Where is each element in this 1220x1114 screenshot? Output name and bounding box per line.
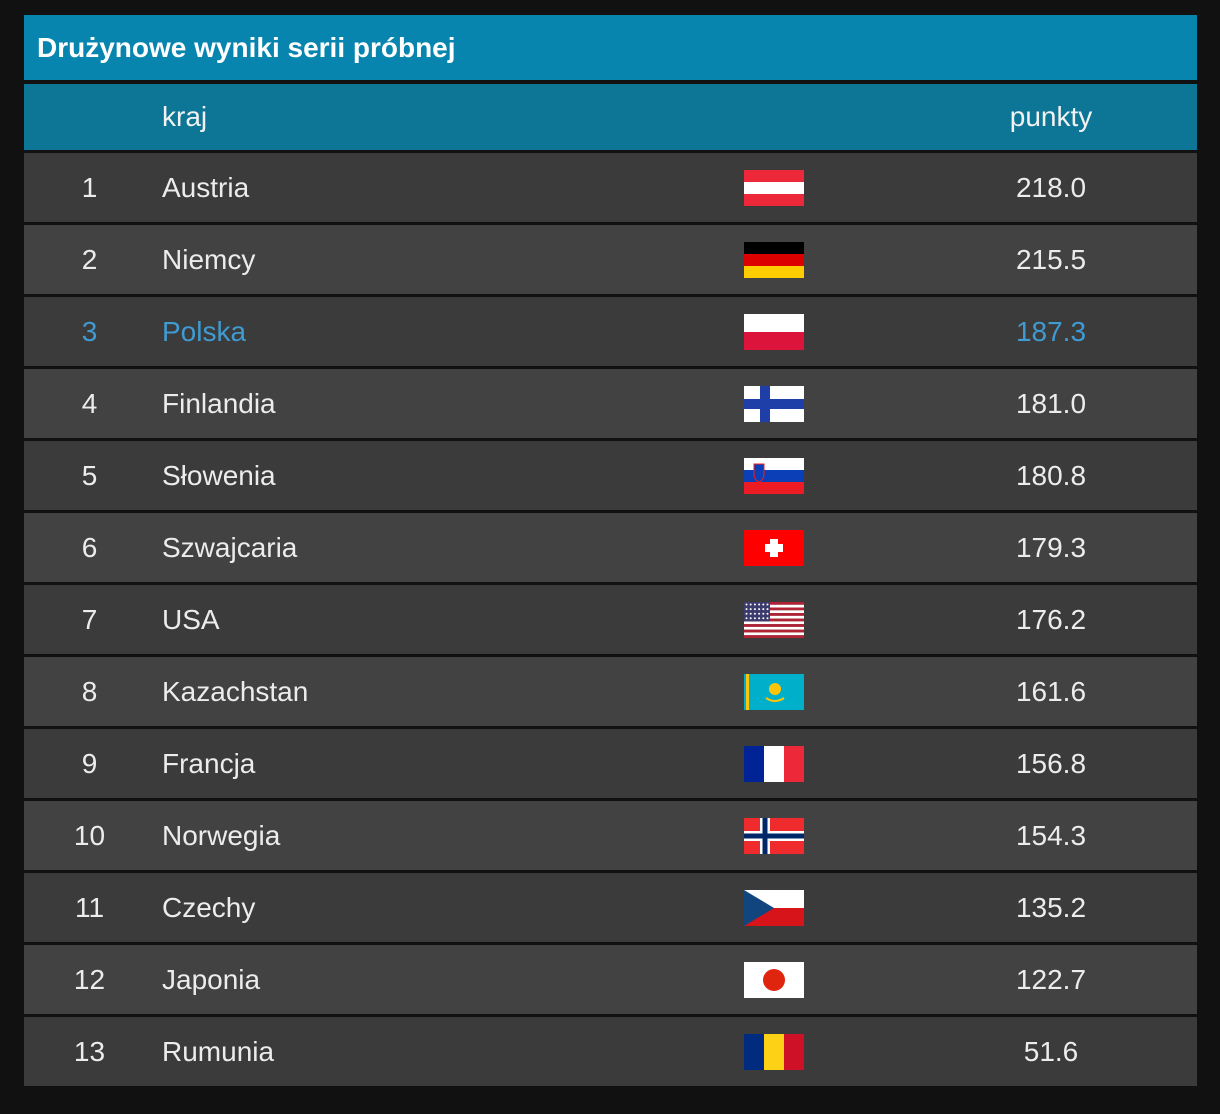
rank: 5 (81, 459, 98, 491)
points: 176.2 (1015, 603, 1087, 635)
flag (744, 817, 804, 854)
results-table: Drużynowe wyniki serii próbnej kraj punk… (24, 15, 1197, 1086)
flag (744, 385, 804, 422)
flag (744, 1033, 804, 1070)
table-row: 1 Austria 218.0 (24, 153, 1197, 222)
flag-cell (744, 945, 804, 1014)
country-name: Czechy (162, 891, 256, 923)
flag-cell (744, 297, 804, 366)
rank: 1 (81, 171, 98, 203)
table-row: 4 Finlandia 181.0 (24, 369, 1197, 438)
flag (744, 313, 804, 350)
country-name: USA (162, 603, 220, 635)
points: 180.8 (1015, 459, 1087, 491)
flag-cell (744, 801, 804, 870)
column-header: punkty (1009, 101, 1093, 132)
rank: 10 (73, 819, 106, 851)
table-row: 7 USA 176.2 (24, 585, 1197, 654)
flag (744, 457, 804, 494)
flag (744, 241, 804, 278)
flag-cell (744, 441, 804, 510)
table-row: 11 Czechy 135.2 (24, 873, 1197, 942)
flag-cell (744, 585, 804, 654)
rank: 9 (81, 747, 98, 779)
rank: 13 (73, 1035, 106, 1067)
flag (744, 889, 804, 926)
table-row: 2 Niemcy 215.5 (24, 225, 1197, 294)
points: 135.2 (1015, 891, 1087, 923)
flag (744, 169, 804, 206)
country-name: Austria (162, 171, 250, 203)
country-name: Finlandia (162, 387, 276, 419)
rank: 3 (81, 315, 98, 347)
header-row: kraj punkty (24, 84, 1197, 150)
flag (744, 745, 804, 782)
country-name: Kazachstan (162, 675, 309, 707)
country-name: Japonia (162, 963, 261, 995)
country-name: Niemcy (162, 243, 256, 275)
points: 187.3 (1015, 315, 1087, 347)
table-title: Drużynowe wyniki serii próbnej (24, 15, 1197, 80)
table-body: 1 Austria 218.0 2 Niemcy 215.5 3 Polska 187.3 4 Fi… (24, 153, 1197, 1086)
table-row: 10 Norwegia 154.3 (24, 801, 1197, 870)
country-name: Polska (162, 315, 247, 347)
country-name: Francja (162, 747, 256, 779)
points: 218.0 (1015, 171, 1087, 203)
flag-cell (744, 873, 804, 942)
table-row: 8 Kazachstan 161.6 (24, 657, 1197, 726)
flag-cell (744, 729, 804, 798)
rank: 11 (74, 891, 105, 923)
points: 215.5 (1015, 243, 1087, 275)
flag-cell (744, 657, 804, 726)
flag (744, 529, 804, 566)
rank: 7 (81, 603, 98, 635)
country-name: Norwegia (162, 819, 281, 851)
rank: 12 (73, 963, 106, 995)
flag-cell (744, 513, 804, 582)
table-row: 6 Szwajcaria 179.3 (24, 513, 1197, 582)
flag (744, 601, 804, 638)
flag-cell (744, 369, 804, 438)
points: 154.3 (1015, 819, 1087, 851)
flag (744, 961, 804, 998)
country-name: Szwajcaria (162, 531, 298, 563)
column-header: kraj (162, 101, 208, 132)
country-name: Rumunia (162, 1035, 275, 1067)
rank: 2 (81, 243, 98, 275)
table-row: 13 Rumunia 51.6 (24, 1017, 1197, 1086)
table-row: 12 Japonia 122.7 (24, 945, 1197, 1014)
table-row: 9 Francja 156.8 (24, 729, 1197, 798)
flag-cell (744, 153, 804, 222)
country-name: Słowenia (162, 459, 276, 491)
points: 122.7 (1015, 963, 1087, 995)
points: 181.0 (1015, 387, 1087, 419)
rank: 8 (81, 675, 98, 707)
table-row: 3 Polska 187.3 (24, 297, 1197, 366)
table-row: 5 Słowenia 180.8 (24, 441, 1197, 510)
points: 156.8 (1015, 747, 1087, 779)
points: 179.3 (1015, 531, 1087, 563)
points: 51.6 (1023, 1035, 1079, 1067)
flag-cell (744, 225, 804, 294)
flag-cell (744, 1017, 804, 1086)
points: 161.6 (1015, 675, 1087, 707)
rank: 6 (81, 531, 98, 563)
flag (744, 673, 804, 710)
rank: 4 (81, 387, 98, 419)
